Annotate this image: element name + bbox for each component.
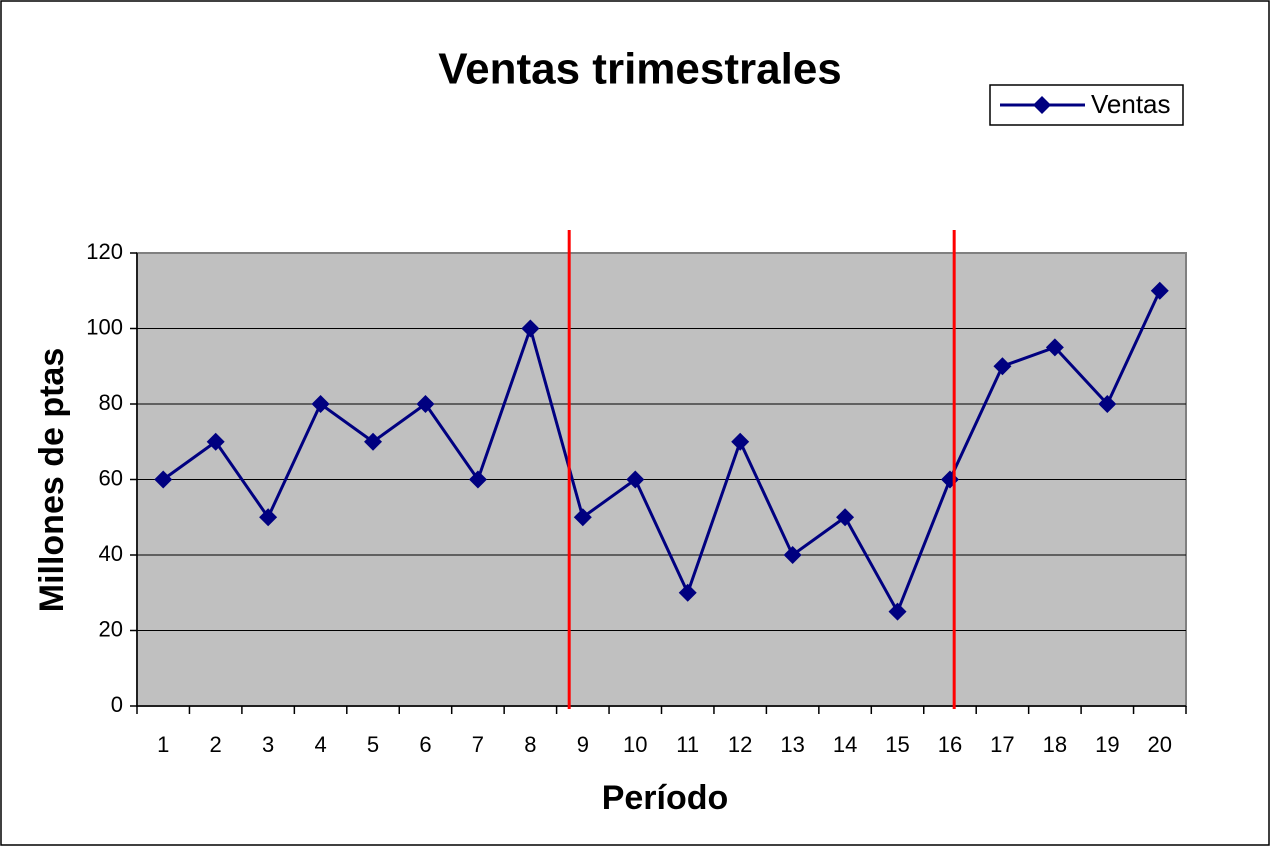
y-tick-label: 40 bbox=[99, 541, 123, 566]
legend-marker bbox=[1033, 96, 1051, 114]
x-tick-label: 5 bbox=[367, 732, 379, 757]
x-tick-label: 16 bbox=[938, 732, 962, 757]
x-tick-label: 11 bbox=[676, 732, 699, 757]
point bbox=[521, 319, 540, 338]
y-axis-label: Millones de ptas bbox=[33, 348, 71, 613]
point bbox=[731, 432, 750, 451]
point bbox=[206, 432, 225, 451]
x-tick-label: 18 bbox=[1043, 732, 1067, 757]
point bbox=[678, 583, 697, 602]
x-tick-label: 15 bbox=[885, 732, 909, 757]
x-tick-label: 2 bbox=[210, 732, 222, 757]
point bbox=[888, 602, 907, 621]
point bbox=[626, 470, 645, 489]
chart-title: Ventas trimestrales bbox=[438, 45, 842, 94]
x-tick-label: 1 bbox=[157, 732, 169, 757]
legend-label: Ventas bbox=[1091, 89, 1171, 119]
series-line bbox=[162, 290, 1162, 616]
y-tick-label: 60 bbox=[99, 465, 123, 490]
x-tick-label: 4 bbox=[314, 732, 326, 757]
y-tick-label: 20 bbox=[99, 616, 123, 641]
x-tick-label: 7 bbox=[472, 732, 484, 757]
point bbox=[1098, 395, 1117, 413]
x-tick-label: 9 bbox=[577, 732, 589, 757]
point bbox=[783, 546, 802, 564]
y-tick-label: 80 bbox=[99, 390, 123, 415]
x-tick-label: 3 bbox=[262, 732, 274, 757]
x-tick-label: 19 bbox=[1095, 732, 1119, 757]
x-tick-label: 13 bbox=[780, 732, 804, 757]
point bbox=[573, 508, 592, 527]
x-tick-label: 12 bbox=[728, 732, 752, 757]
y-tick-label: 120 bbox=[86, 239, 123, 264]
point bbox=[364, 432, 383, 451]
point bbox=[468, 470, 487, 489]
point bbox=[154, 470, 173, 489]
point bbox=[259, 508, 278, 527]
x-axis-label: Período bbox=[602, 779, 729, 817]
point bbox=[311, 395, 330, 413]
point bbox=[993, 357, 1012, 376]
point bbox=[1045, 338, 1064, 357]
x-tick-label: 20 bbox=[1148, 732, 1172, 757]
x-tick-label: 6 bbox=[419, 732, 431, 757]
x-tick-label: 10 bbox=[623, 732, 647, 757]
x-tick-label: 17 bbox=[990, 732, 1014, 757]
x-tick-label: 14 bbox=[833, 732, 857, 757]
point bbox=[836, 508, 855, 527]
point bbox=[1150, 281, 1169, 300]
y-tick-label: 100 bbox=[86, 314, 123, 339]
y-tick-label: 0 bbox=[111, 692, 123, 717]
point bbox=[416, 395, 435, 413]
x-tick-label: 8 bbox=[524, 732, 536, 757]
